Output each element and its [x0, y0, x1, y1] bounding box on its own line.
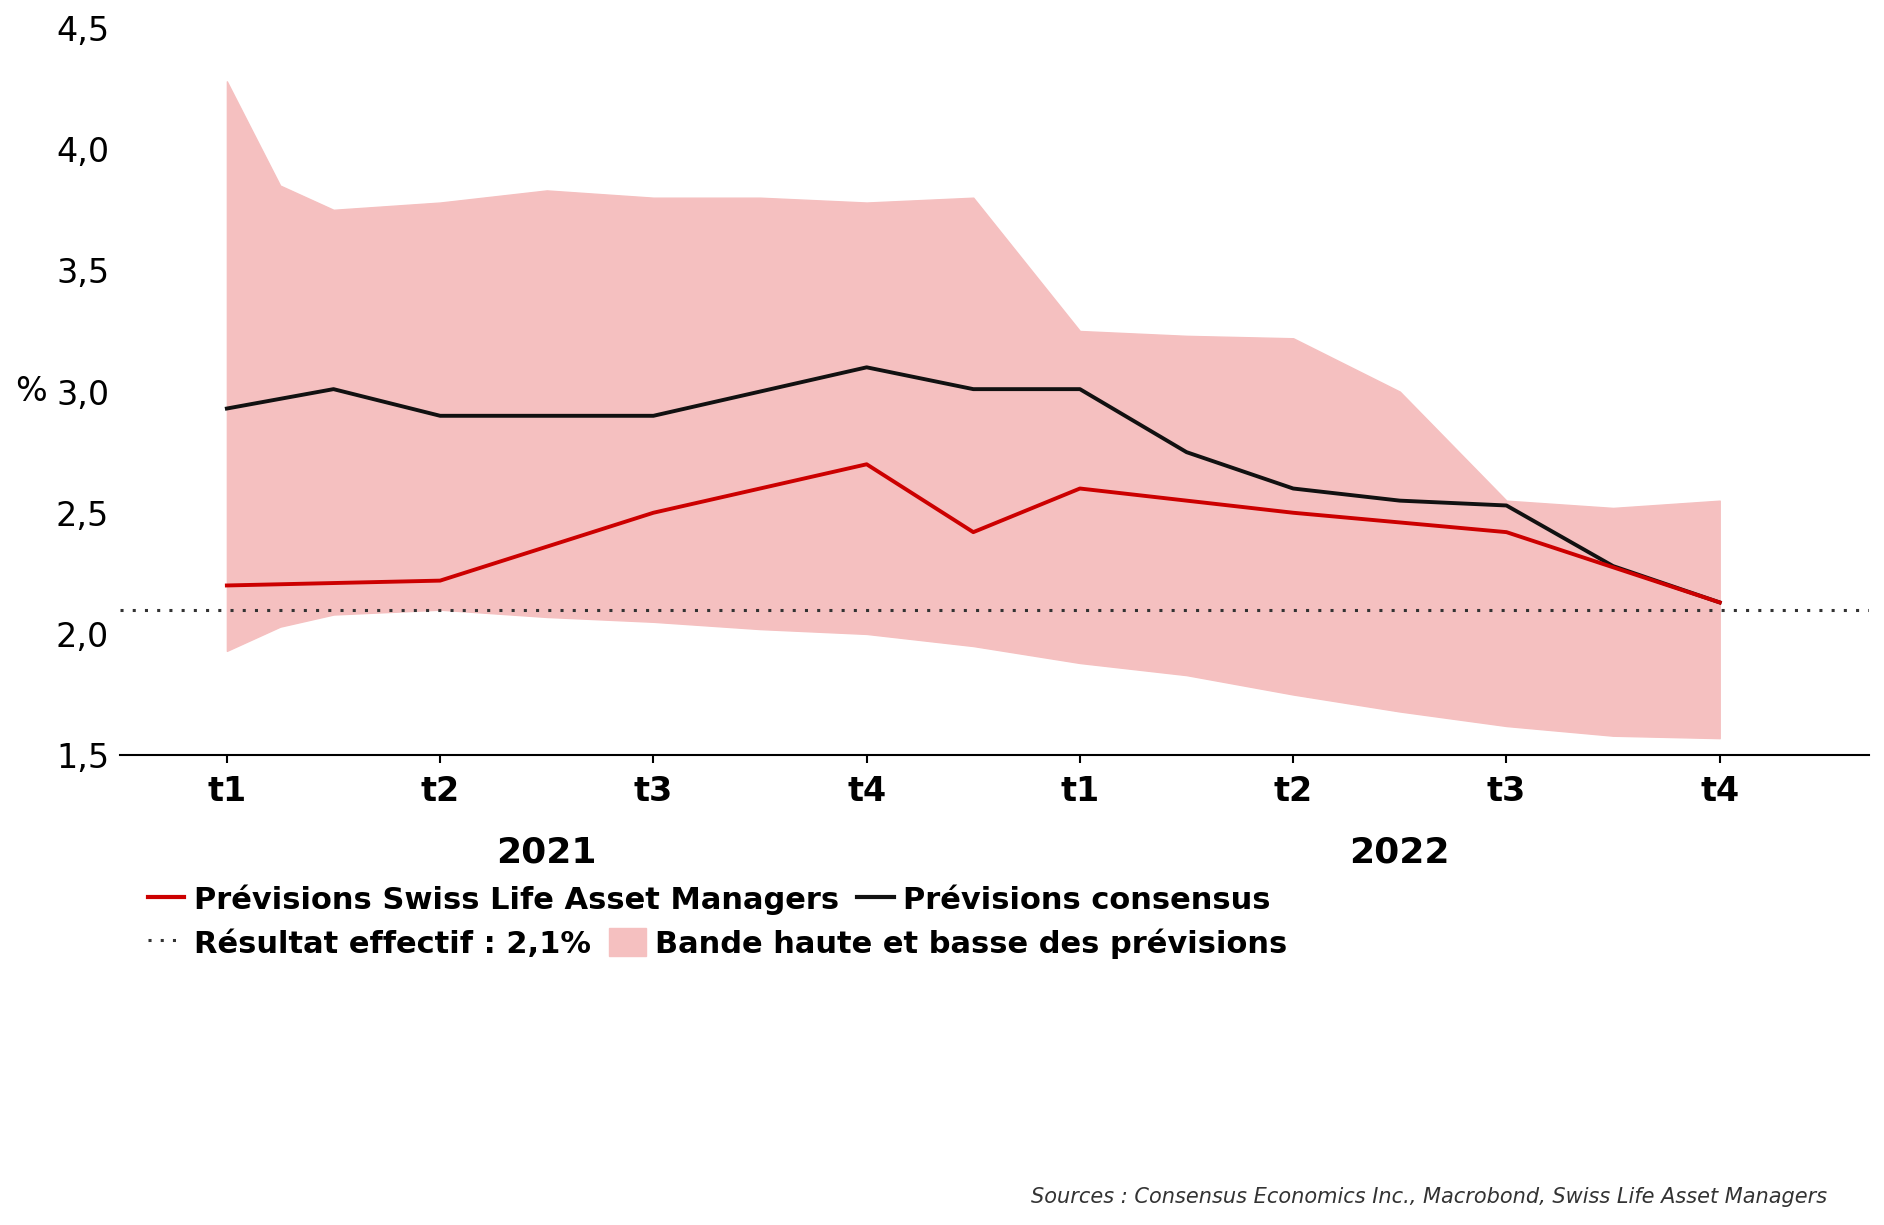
Y-axis label: %: %: [15, 375, 47, 408]
Text: 2021: 2021: [497, 835, 597, 869]
Text: Sources : Consensus Economics Inc., Macrobond, Swiss Life Asset Managers: Sources : Consensus Economics Inc., Macr…: [1031, 1187, 1827, 1207]
Legend: Résultat effectif : 2,1%, Bande haute et basse des prévisions: Résultat effectif : 2,1%, Bande haute et…: [136, 916, 1300, 970]
Text: 2022: 2022: [1349, 835, 1451, 869]
